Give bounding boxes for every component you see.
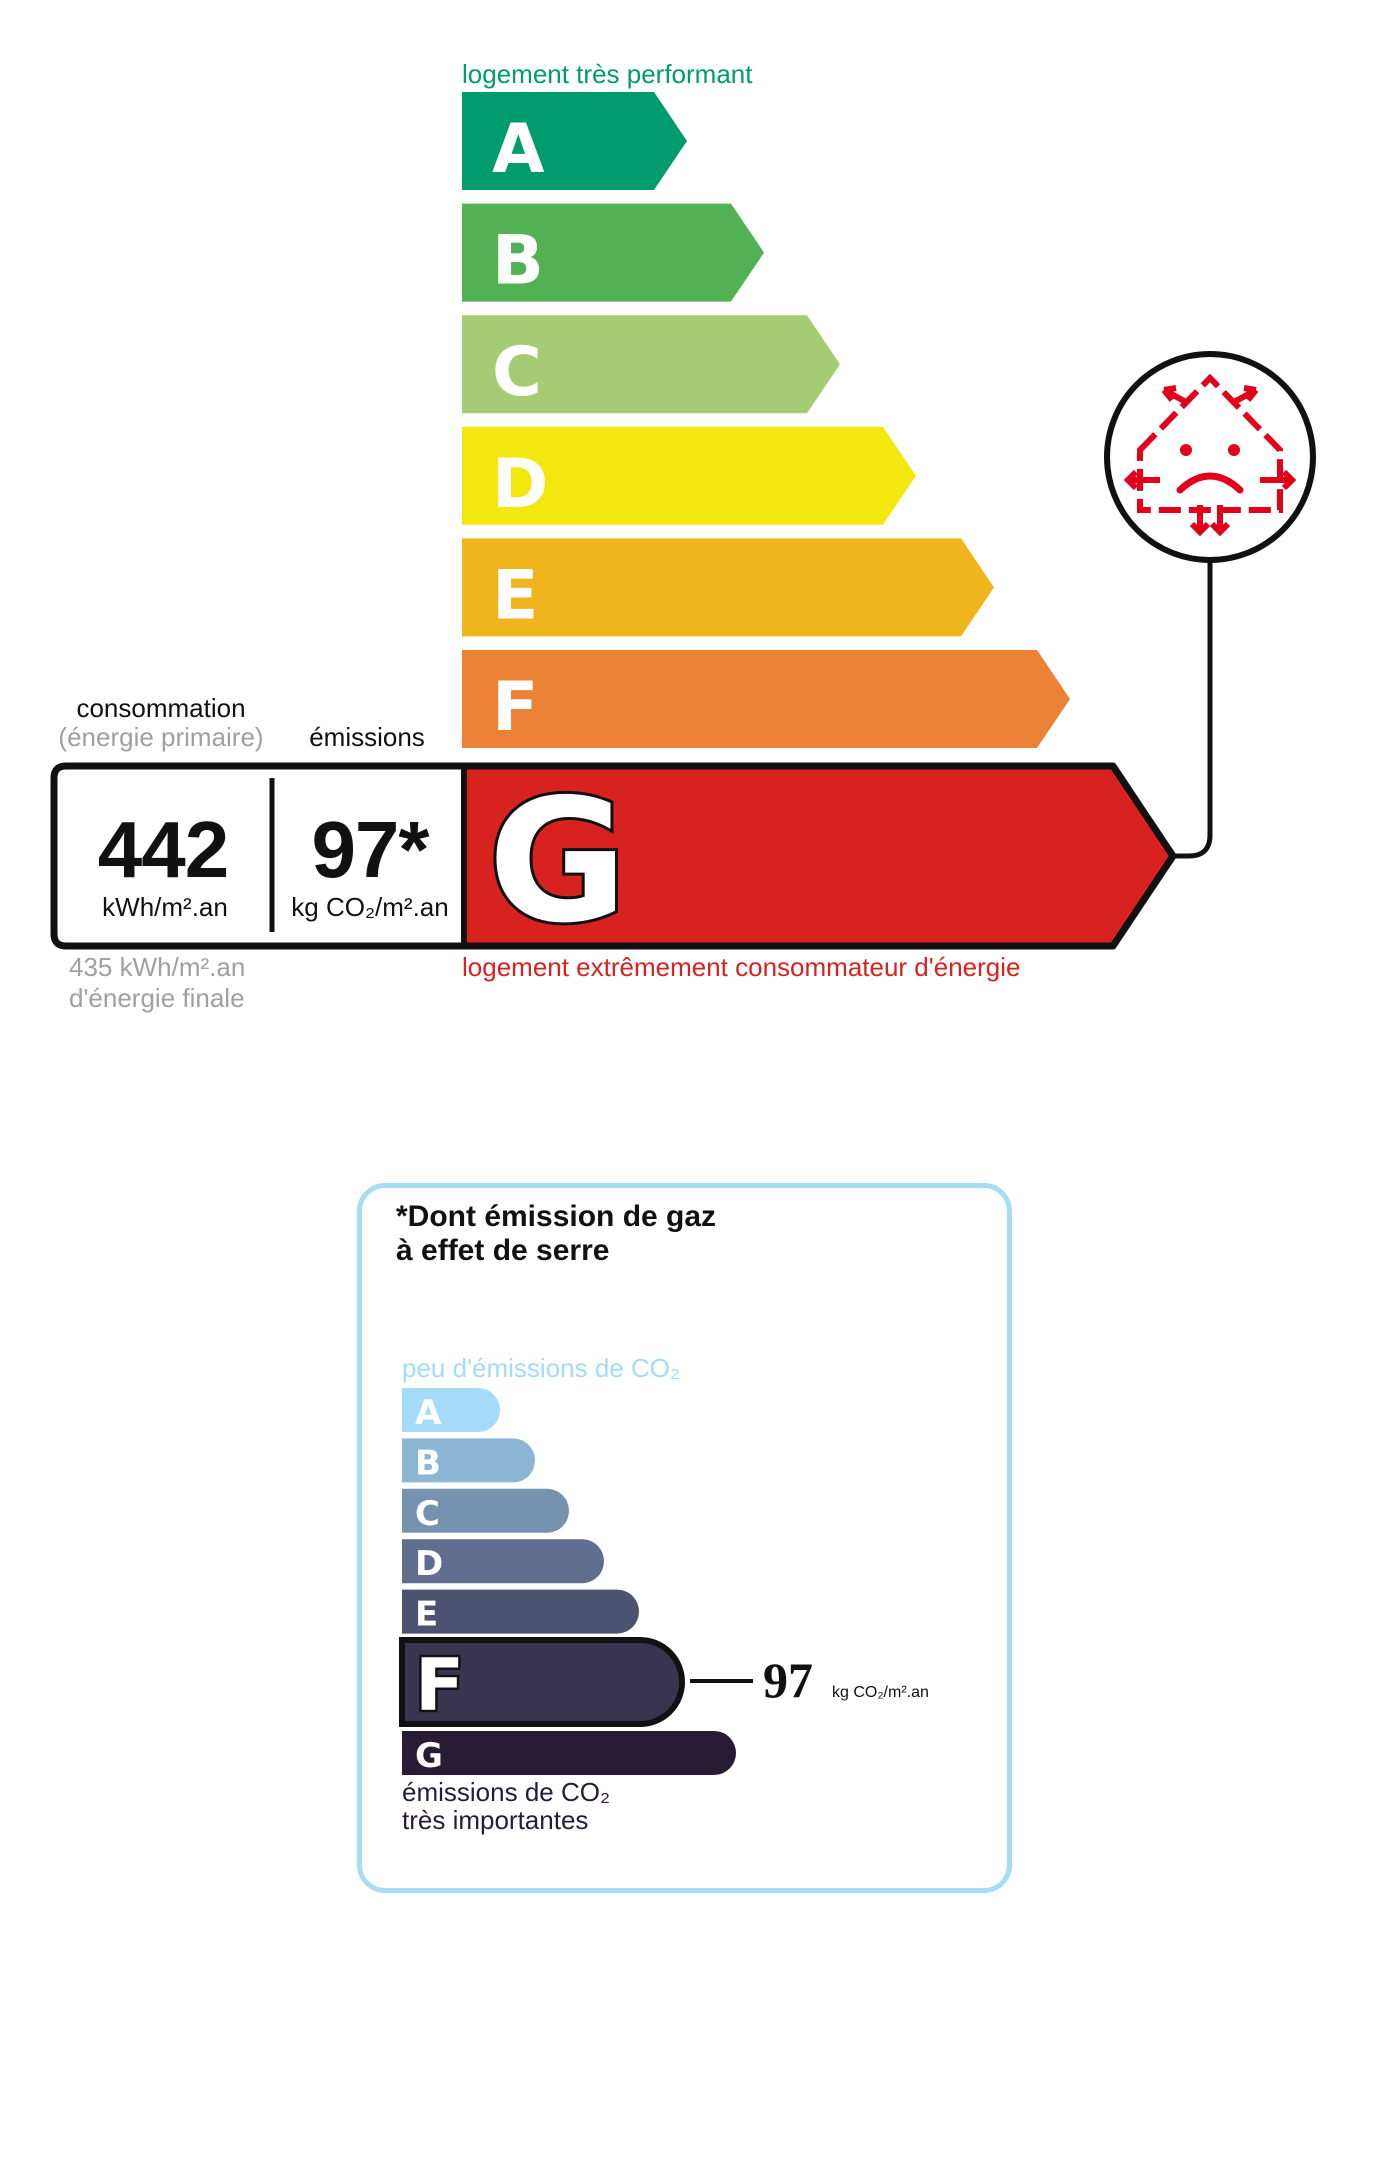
ges-current-letter: F: [415, 1643, 464, 1727]
ges-bar-a: [402, 1388, 500, 1432]
ges-bar-letter: C: [415, 1494, 440, 1534]
ges-value: 97: [763, 1652, 813, 1708]
energy-bar-g: [464, 766, 1173, 946]
ges-title: *Dont émission de gaz à effet de serre: [396, 1200, 716, 1268]
ges-bar-letter: G: [415, 1736, 443, 1776]
energy-bar-b: [462, 203, 764, 302]
icon-connector: [1173, 560, 1213, 859]
energy-current-letter: G: [488, 763, 628, 961]
heat-loss-arrow: [1161, 385, 1188, 405]
eye-right: [1228, 444, 1240, 456]
consumption-value: 442: [97, 805, 229, 894]
ges-bar-letter: D: [415, 1544, 443, 1584]
energy-bar-letter: A: [492, 110, 545, 189]
ges-bar-d: [402, 1539, 604, 1584]
energy-bar-d: [462, 426, 916, 525]
ges-unit: kg CO₂/m².an: [832, 1684, 929, 1701]
heat-loss-arrow: [1123, 469, 1160, 491]
sad-mouth: [1176, 472, 1244, 494]
energy-bar-letter: E: [492, 556, 538, 635]
heat-loss-arrow: [1189, 505, 1211, 537]
consumption-sublabel: (énergie primaire): [58, 722, 264, 752]
emissions-value: 97*: [311, 805, 429, 894]
eye-left: [1180, 444, 1192, 456]
energy-bar-c: [462, 315, 840, 414]
ges-bar-e: [402, 1589, 639, 1634]
final-energy-label: d'énergie finale: [69, 983, 245, 1013]
energy-top-label: logement très performant: [462, 59, 753, 89]
final-energy-value: 435 kWh/m².an: [69, 952, 246, 982]
ges-bar-f: [399, 1637, 685, 1727]
energy-bar-a: [462, 92, 687, 190]
ges-panel: [357, 1183, 1012, 1893]
ges-title-line2: à effet de serre: [396, 1234, 610, 1267]
ges-bar-g: [402, 1731, 736, 1775]
ges-bar-letter: A: [415, 1393, 442, 1433]
ges-bottom-label-line1: émissions de CO₂: [402, 1777, 611, 1807]
energy-bar-letter: C: [492, 333, 542, 412]
emissions-unit: kg CO₂/m².an: [291, 892, 449, 922]
energy-bar-letter: F: [492, 668, 538, 747]
ges-bar-letter: B: [415, 1443, 441, 1483]
emissions-label: émissions: [309, 722, 425, 752]
heat-loss-arrow: [1209, 505, 1231, 537]
consumption-label: consommation: [76, 693, 246, 723]
ges-bottom-label-line2: très importantes: [402, 1805, 589, 1835]
ges-bar-letter: E: [415, 1595, 438, 1635]
ges-bottom-label: émissions de CO₂ très importantes: [402, 1778, 610, 1834]
heat-loss-arrow: [1232, 385, 1259, 405]
energy-bar-e: [462, 538, 994, 637]
energy-bar-letter: D: [492, 445, 548, 524]
consumption-unit: kWh/m².an: [102, 892, 228, 922]
ges-title-line1: *Dont émission de gaz: [396, 1200, 717, 1233]
sad-house-thermal-loss-icon: [1104, 351, 1316, 563]
ges-bar-c: [402, 1488, 570, 1533]
energy-bar-letter: B: [492, 222, 544, 301]
ges-top-label: peu d'émissions de CO₂: [402, 1353, 681, 1383]
energy-bar-f: [462, 650, 1070, 748]
ges-bar-b: [402, 1438, 535, 1483]
energy-bottom-label: logement extrêmement consommateur d'éner…: [462, 952, 1021, 982]
current-class-frame: [50, 762, 1177, 950]
heat-loss-arrow: [1260, 469, 1297, 491]
